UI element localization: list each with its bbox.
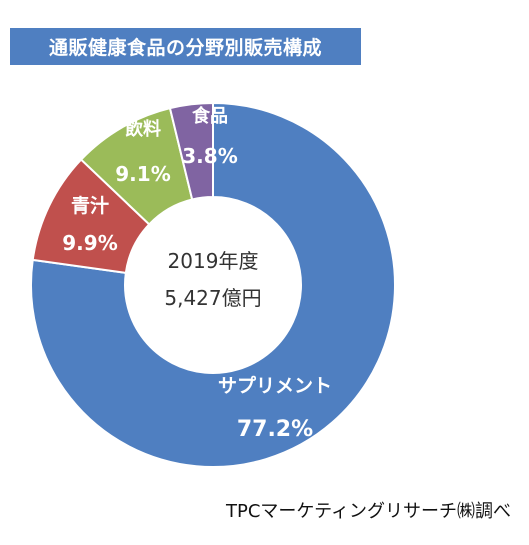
slice-label-3: 食品 [191,105,228,127]
slice-label-0: サプリメント [218,374,332,397]
chart-title-box: 通販健康食品の分野別販売構成 [10,28,361,65]
slice-0 [30,101,396,468]
chart-title: 通販健康食品の分野別販売構成 [48,37,322,59]
slice-value-1: 9.9% [62,231,117,255]
source-note: TPCマーケティングリサーチ㈱調べ [226,501,511,522]
donut-labels: サプリメント 77.2% 青汁 9.9% 飲料 9.1% 食品 3.8% [62,105,332,442]
slice-label-2: 飲料 [124,118,161,140]
slice-3 [168,101,214,201]
slice-value-0: 77.2% [237,417,313,442]
slice-value-3: 3.8% [182,144,237,168]
donut-slices [30,101,396,468]
slice-value-2: 9.1% [115,162,170,186]
center-year: 2019年度 [168,249,259,273]
slice-label-1: 青汁 [71,194,109,217]
center-total: 5,427億円 [164,286,261,310]
